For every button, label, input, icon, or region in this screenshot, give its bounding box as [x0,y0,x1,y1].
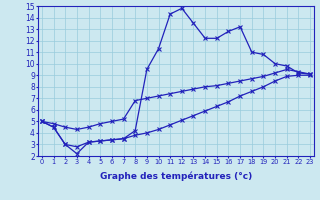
X-axis label: Graphe des températures (°c): Graphe des températures (°c) [100,171,252,181]
